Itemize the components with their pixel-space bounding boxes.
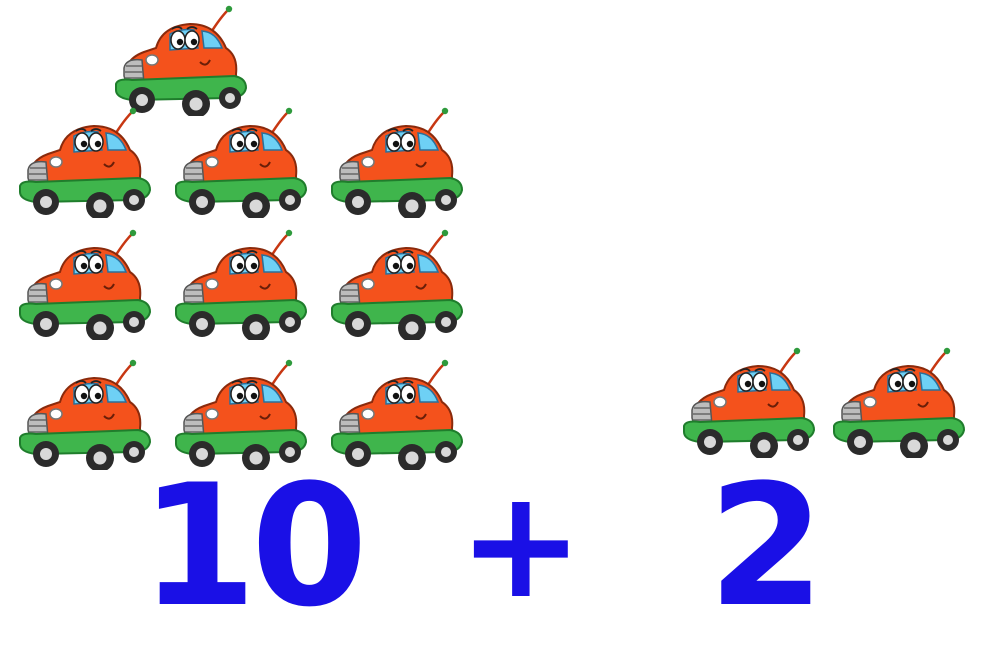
car-icon (112, 4, 248, 116)
car-icon (16, 106, 152, 218)
car-icon (830, 346, 966, 458)
left-number: 10 (140, 448, 368, 644)
plus-operator: + (458, 458, 584, 632)
car-icon (328, 106, 464, 218)
car-icon (16, 358, 152, 470)
car-icon (172, 106, 308, 218)
car-icon (16, 228, 152, 340)
car-icon (172, 228, 308, 340)
right-number: 2 (708, 448, 825, 644)
car-icon (328, 228, 464, 340)
car-icon (680, 346, 816, 458)
